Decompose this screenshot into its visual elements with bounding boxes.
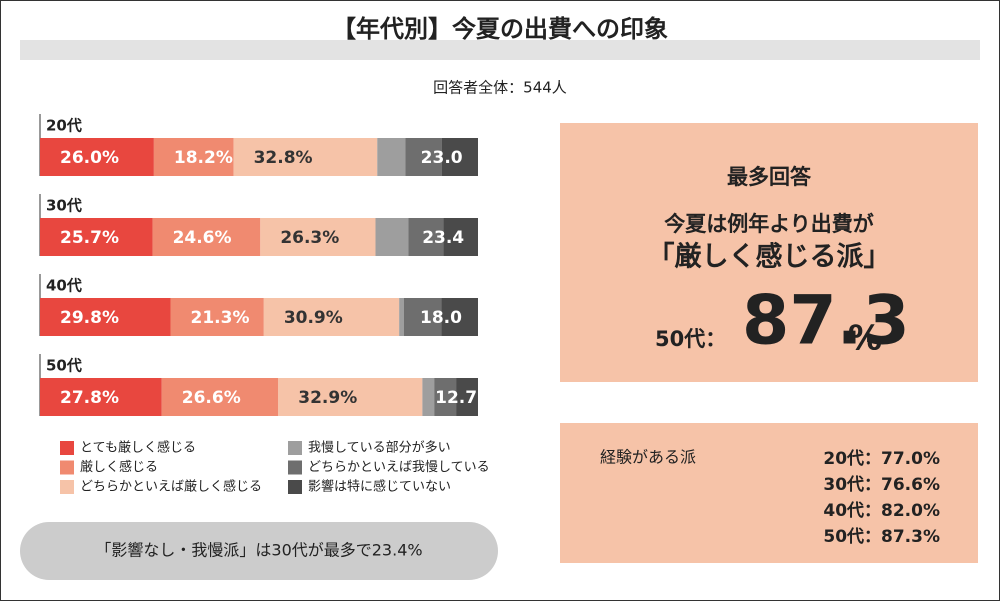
experience-row: 40代：82.0% [823,500,940,521]
bar-segment [422,378,435,416]
bar-segment [399,298,404,336]
legend-swatch [60,441,74,455]
legend-label: どちらかといえば厳しく感じる [80,479,262,495]
bar-segment [456,378,478,416]
value-label: 24.6% [173,228,232,248]
highlight-prefix: 50代： [655,327,726,351]
bar-segment [405,138,442,176]
bar-segment [40,298,171,336]
experience-row: 50代：87.3% [823,526,940,547]
highlight-number: 87.3 [742,282,910,361]
highlight-line: 今夏は例年より出費が [664,212,874,236]
remainder-label: 23.4 [422,228,464,248]
bar-segment [161,378,279,416]
bar-segment [443,218,478,256]
note: 「影響なし・我慢派」は30代が最多で23.4% [95,541,422,560]
value-label: 32.8% [254,148,313,168]
legend-label: 我慢している部分が多い [308,440,451,456]
legend-swatch [288,460,302,475]
bar-segment [441,138,478,176]
value-label: 27.8% [60,388,119,408]
experience-heading: 経験がある派 [600,448,696,467]
bar-segment [260,218,376,256]
experience-row: 20代：77.0% [823,448,940,469]
legend-label: どちらかといえば我慢している [308,459,490,475]
value-label: 30.9% [284,308,343,328]
experience-panel [560,423,978,563]
bar-segment [40,138,154,176]
category-label: 30代 [46,197,82,215]
highlight-line: 「厳しく感じる派」 [648,241,891,273]
bar-segment [278,378,423,416]
bar-segment [408,218,444,256]
legend-label: とても厳しく感じる [80,440,196,456]
legend-swatch [60,480,74,494]
value-label: 26.6% [182,388,241,408]
category-label: 20代 [46,117,82,135]
value-label: 26.3% [280,228,339,248]
value-label: 18.2% [174,148,233,168]
highlight-heading: 最多回答 [727,165,812,189]
bar-segment [377,138,406,176]
bar-segment [40,378,162,416]
bar-segment [441,298,478,336]
legend-label: 影響は特に感じていない [308,479,451,495]
highlight-panel [560,123,978,382]
value-label: 29.8% [60,308,119,328]
category-label: 50代 [46,357,82,375]
note-pill [20,522,498,580]
highlight-unit: % [848,319,882,359]
bar-segment [403,298,442,336]
value-label: 25.7% [60,228,119,248]
legend-swatch [288,480,302,494]
chart-title: 【年代別】今夏の出費への印象 [332,15,668,43]
remainder-label: 18.0 [420,308,462,328]
bar-segment [153,138,234,176]
bar-segment [263,298,400,336]
bar-segment [434,378,457,416]
bar-segment [233,138,378,176]
value-label: 32.9% [298,388,357,408]
legend-swatch [60,460,74,475]
bar-segment [170,298,264,336]
bar-segment [40,218,153,256]
value-label: 21.3% [191,308,250,328]
remainder-label: 23.0 [421,148,463,168]
legend-swatch [288,441,302,455]
value-label: 26.0% [60,148,119,168]
remainder-label: 12.7 [435,388,477,408]
legend-label: 厳しく感じる [80,459,158,475]
title-band [20,40,980,60]
bar-segment [375,218,409,256]
category-label: 40代 [46,277,82,295]
bar-segment [152,218,261,256]
experience-row: 30代：76.6% [823,474,940,495]
subtitle: 回答者全体：544人 [433,79,567,97]
